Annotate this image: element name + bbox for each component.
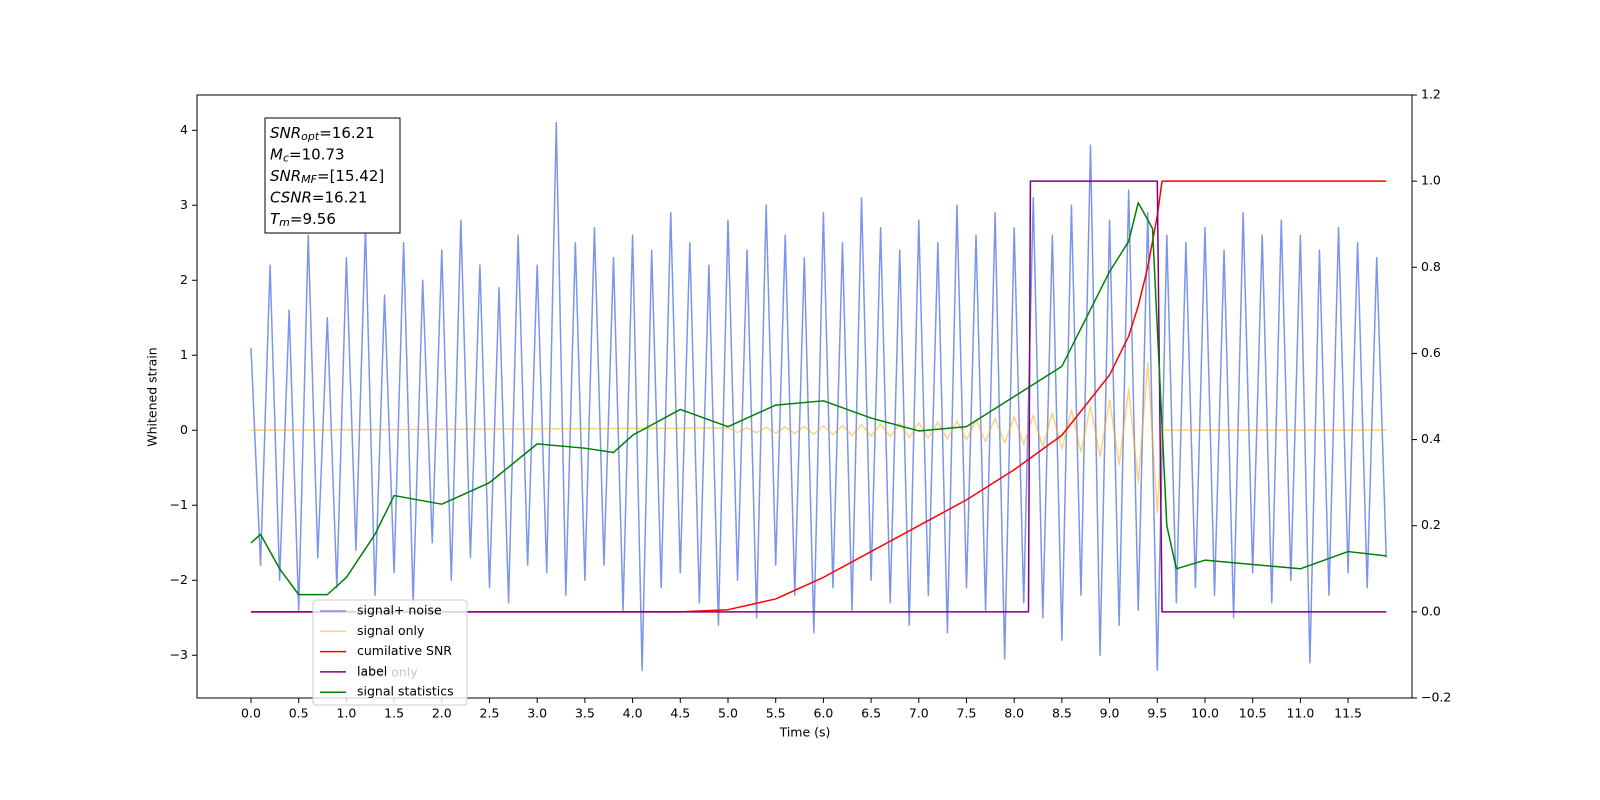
annotation-subscript: m bbox=[279, 216, 290, 229]
x-tick-label: 5.5 bbox=[766, 706, 786, 721]
y2-tick-label: 1.0 bbox=[1421, 173, 1441, 188]
legend-label: signal statistics bbox=[357, 684, 454, 699]
y2-tick-label: 0.8 bbox=[1421, 259, 1441, 274]
y-tick-label: −1 bbox=[170, 497, 188, 512]
series-line bbox=[250, 122, 1387, 671]
annotation-symbol: SNR bbox=[270, 167, 301, 185]
annotation-value: =16.21 bbox=[319, 124, 375, 142]
x-tick-label: 6.0 bbox=[813, 706, 833, 721]
annotation-symbol: SNR bbox=[270, 124, 301, 142]
y-tick-label: 0 bbox=[180, 422, 188, 437]
x-tick-label: 4.0 bbox=[623, 706, 643, 721]
annotation-line: SNRMF=[15.42] bbox=[270, 167, 384, 187]
y2-tick-label: 0.4 bbox=[1421, 431, 1441, 446]
annotation-line: SNRopt=16.21 bbox=[270, 124, 375, 144]
legend-hidden-label: label only bbox=[357, 665, 418, 680]
y2-tick-label: 1.2 bbox=[1421, 87, 1441, 102]
x-tick-label: 1.0 bbox=[336, 706, 356, 721]
y2-tick-label: −0.2 bbox=[1421, 690, 1451, 705]
legend-label: cumilative SNR bbox=[357, 643, 452, 658]
x-tick-label: 11.0 bbox=[1286, 706, 1314, 721]
legend: label only signal+ noise signal only cumila… bbox=[312, 599, 468, 706]
annotation-symbol: M bbox=[270, 145, 283, 163]
annotation-subscript: opt bbox=[301, 130, 320, 143]
x-tick-label: 8.5 bbox=[1052, 706, 1072, 721]
x-tick-label: 8.0 bbox=[1004, 706, 1024, 721]
x-tick-label: 5.0 bbox=[718, 706, 738, 721]
x-tick-label: 7.0 bbox=[909, 706, 929, 721]
x-tick-label: 0.5 bbox=[289, 706, 309, 721]
annotation-value: =10.73 bbox=[289, 145, 345, 163]
x-tick-label: 7.5 bbox=[957, 706, 977, 721]
x-tick-label: 2.5 bbox=[480, 706, 500, 721]
annotation: SNRopt=16.21Mc=10.73SNRMF=[15.42]CSNR=16… bbox=[264, 117, 401, 234]
y-tick-label: 1 bbox=[180, 347, 188, 362]
x-tick-label: 11.5 bbox=[1334, 706, 1362, 721]
annotation-value: =16.21 bbox=[312, 188, 368, 206]
y2-tick-label: 0.6 bbox=[1421, 345, 1441, 360]
y2-tick-label: 0.0 bbox=[1421, 603, 1441, 618]
y-tick-label: −2 bbox=[170, 572, 188, 587]
x-tick-label: 1.5 bbox=[384, 706, 404, 721]
x-tick-label: 3.5 bbox=[575, 706, 595, 721]
series-line bbox=[250, 362, 1387, 514]
x-tick-label: 2.0 bbox=[432, 706, 452, 721]
annotation-symbol: T bbox=[270, 210, 281, 228]
x-tick-label: 10.5 bbox=[1239, 706, 1267, 721]
annotation-subscript: c bbox=[283, 152, 289, 165]
series-line bbox=[251, 180, 1387, 613]
x-tick-label: 3.0 bbox=[527, 706, 547, 721]
annotation-box bbox=[264, 117, 401, 234]
legend-label: signal only bbox=[357, 623, 425, 638]
y-axis-label: Whitened strain bbox=[145, 347, 160, 446]
annotation-line: CSNR=16.21 bbox=[270, 188, 367, 206]
x-tick-label: 0.0 bbox=[241, 706, 261, 721]
annotation-value: =[15.42] bbox=[317, 167, 384, 185]
x-tick-label: 10.0 bbox=[1191, 706, 1219, 721]
legend-label: label bbox=[357, 663, 387, 678]
y-tick-label: −3 bbox=[170, 647, 188, 662]
y-tick-label: 4 bbox=[180, 122, 188, 137]
x-tick-label: 4.5 bbox=[670, 706, 690, 721]
x-tick-label: 9.0 bbox=[1100, 706, 1120, 721]
y-tick-label: 3 bbox=[180, 197, 188, 212]
series-line bbox=[250, 201, 1387, 596]
annotation-line: Tm=9.56 bbox=[270, 210, 336, 230]
legend-box bbox=[312, 599, 468, 706]
x-tick-label: 9.5 bbox=[1147, 706, 1167, 721]
y-tick-label: 2 bbox=[180, 272, 188, 287]
x-axis-label: Time (s) bbox=[779, 725, 831, 740]
plot-frame bbox=[196, 94, 1413, 699]
series-line bbox=[251, 180, 1387, 613]
annotation-symbol: CSNR bbox=[270, 188, 312, 206]
y2-tick-label: 0.2 bbox=[1421, 517, 1441, 532]
annotation-line: Mc=10.73 bbox=[270, 145, 345, 165]
annotation-value: =9.56 bbox=[290, 210, 336, 228]
annotation-subscript: MF bbox=[301, 173, 317, 186]
x-tick-label: 6.5 bbox=[861, 706, 881, 721]
legend-label: signal+ noise bbox=[357, 603, 442, 618]
